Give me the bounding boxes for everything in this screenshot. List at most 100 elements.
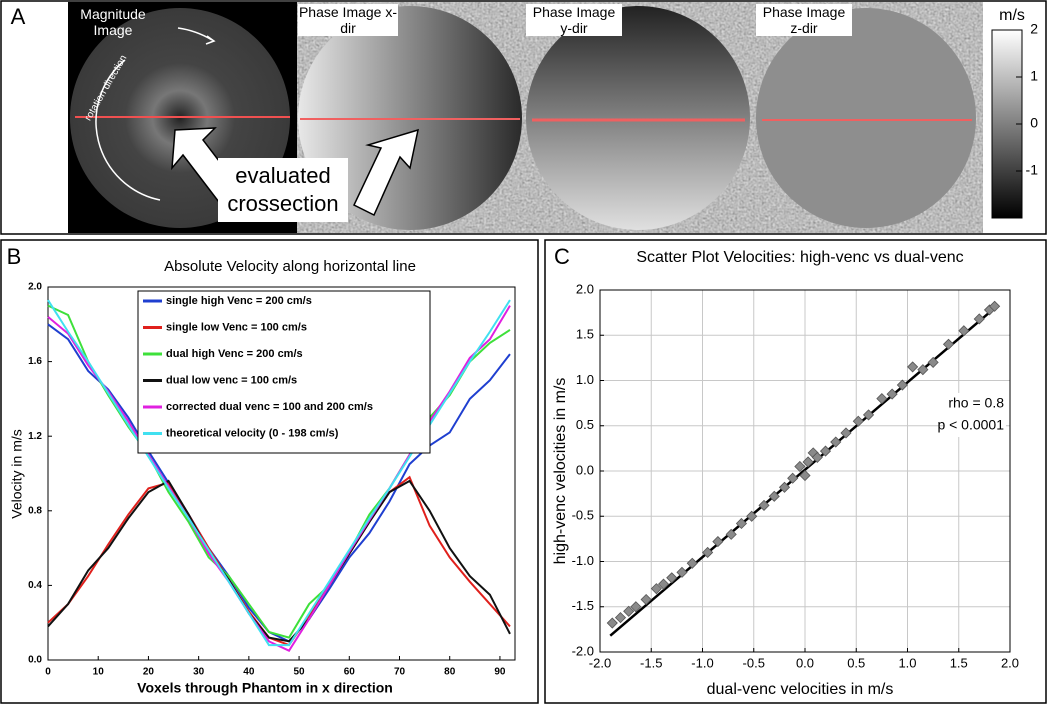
x-tick-label: 0.5 xyxy=(847,655,865,670)
callout-label: evaluated crossection xyxy=(227,163,339,216)
y-axis-label: high-venc velocities in m/s xyxy=(552,378,569,565)
x-tick-label: -1.0 xyxy=(691,655,713,670)
scatter-point xyxy=(746,510,758,522)
annotation: rho = 0.8 xyxy=(948,395,1004,411)
chart-title: Absolute Velocity along horizontal line xyxy=(164,258,416,275)
x-axis-label: dual-venc velocities in m/s xyxy=(707,681,894,698)
y-tick-label: -0.5 xyxy=(572,508,594,523)
x-tick-label: 1.5 xyxy=(950,655,968,670)
colorbar-tick-label: -1 xyxy=(1026,162,1039,178)
x-tick-label: 80 xyxy=(444,667,456,678)
scatter-point xyxy=(606,617,618,629)
fit-line xyxy=(609,307,996,637)
annotation: p < 0.0001 xyxy=(937,417,1004,433)
legend-label: corrected dual venc = 100 and 200 cm/s xyxy=(166,401,373,413)
x-tick-label: -0.5 xyxy=(743,655,765,670)
y-tick-label: 0.0 xyxy=(28,655,42,666)
scatter-point xyxy=(896,379,908,391)
y-tick-label: 0.4 xyxy=(28,580,42,591)
x-tick-label: 90 xyxy=(494,667,506,678)
scatter-point xyxy=(768,490,780,502)
y-tick-label: -1.5 xyxy=(572,598,594,613)
y-tick-label: 0.8 xyxy=(28,505,42,516)
scatter-point xyxy=(973,313,985,325)
x-tick-label: 40 xyxy=(243,667,255,678)
scatter-point xyxy=(886,388,898,400)
y-tick-label: 2.0 xyxy=(28,282,42,293)
y-axis-label: Velocity in m/s xyxy=(9,429,25,518)
x-tick-label: -1.5 xyxy=(640,655,662,670)
legend-label: single low Venc = 100 cm/s xyxy=(166,321,307,333)
scatter-point xyxy=(927,356,939,368)
panel-frame xyxy=(544,239,1047,704)
panel-frame xyxy=(0,0,1047,235)
image-label: Phase Image y-dir xyxy=(526,4,622,36)
scatter-point xyxy=(811,451,823,463)
scatter-point xyxy=(942,338,955,350)
scatter-point xyxy=(614,612,627,624)
callout-box xyxy=(218,158,348,222)
image-label: Phase Image x-dir xyxy=(298,4,398,36)
plot-frame xyxy=(47,286,516,661)
colorbar-unit: m/s xyxy=(999,7,1025,24)
series-line xyxy=(47,323,511,643)
panel-label: C xyxy=(554,244,570,269)
x-tick-label: 60 xyxy=(344,667,356,678)
scatter-point xyxy=(862,409,875,421)
panel-label: A xyxy=(11,4,26,29)
y-tick-label: 1.5 xyxy=(576,327,594,342)
scatter-point xyxy=(640,593,652,606)
legend-label: theoretical velocity (0 - 198 cm/s) xyxy=(166,427,339,439)
scatter-point xyxy=(778,481,791,493)
x-tick-label: 1.0 xyxy=(898,655,916,670)
scatter-point xyxy=(958,325,970,337)
y-tick-label: 1.0 xyxy=(576,372,594,387)
scatter-point xyxy=(852,415,864,427)
scatter-point xyxy=(830,436,842,448)
scatter-point xyxy=(676,566,688,578)
scatter-point xyxy=(989,300,1001,312)
scatter-point xyxy=(623,605,635,617)
scatter-point xyxy=(907,361,919,373)
scatter-point xyxy=(876,393,888,405)
y-tick-label: -1.0 xyxy=(572,553,594,568)
scatter-point xyxy=(725,528,737,540)
series-line xyxy=(47,475,511,647)
callout-arrow xyxy=(353,128,419,217)
x-tick-label: -2.0 xyxy=(589,655,611,670)
scatter-point xyxy=(686,557,698,569)
annotation-bg xyxy=(944,393,1006,437)
panel-frame xyxy=(0,239,539,704)
image-label: Magnitude Image xyxy=(80,6,146,38)
scatter-point xyxy=(630,601,642,613)
scatter-point xyxy=(702,546,714,559)
scatter-point xyxy=(657,578,670,590)
scatter-point xyxy=(840,427,852,439)
y-tick-label: 0.5 xyxy=(576,417,594,432)
scatter-point xyxy=(650,583,662,595)
scatter-point xyxy=(758,499,770,511)
x-tick-label: 0.0 xyxy=(796,655,814,670)
legend-box xyxy=(137,290,431,454)
series-line xyxy=(47,299,511,647)
y-tick-label: 1.6 xyxy=(28,356,42,367)
scatter-point xyxy=(799,469,811,482)
image-label: Phase Image z-dir xyxy=(756,4,852,36)
phase-z-image xyxy=(756,8,976,228)
scatter-point xyxy=(819,445,832,457)
x-tick-label: 30 xyxy=(193,667,205,678)
x-tick-label: 0 xyxy=(45,667,51,678)
x-tick-label: 10 xyxy=(93,667,105,678)
legend-label: single high Venc = 200 cm/s xyxy=(166,295,312,307)
chart-title: Scatter Plot Velocities: high-venc vs du… xyxy=(636,249,963,266)
colorbar-tick-label: 0 xyxy=(1030,115,1038,131)
x-tick-label: 50 xyxy=(294,667,306,678)
scatter-point xyxy=(802,456,814,468)
colorbar-tick-label: 2 xyxy=(1030,21,1038,37)
x-tick-label: 20 xyxy=(143,667,155,678)
rotation-arrow xyxy=(205,35,216,45)
y-tick-label: 1.2 xyxy=(28,431,42,442)
y-tick-label: 0.0 xyxy=(576,462,594,477)
